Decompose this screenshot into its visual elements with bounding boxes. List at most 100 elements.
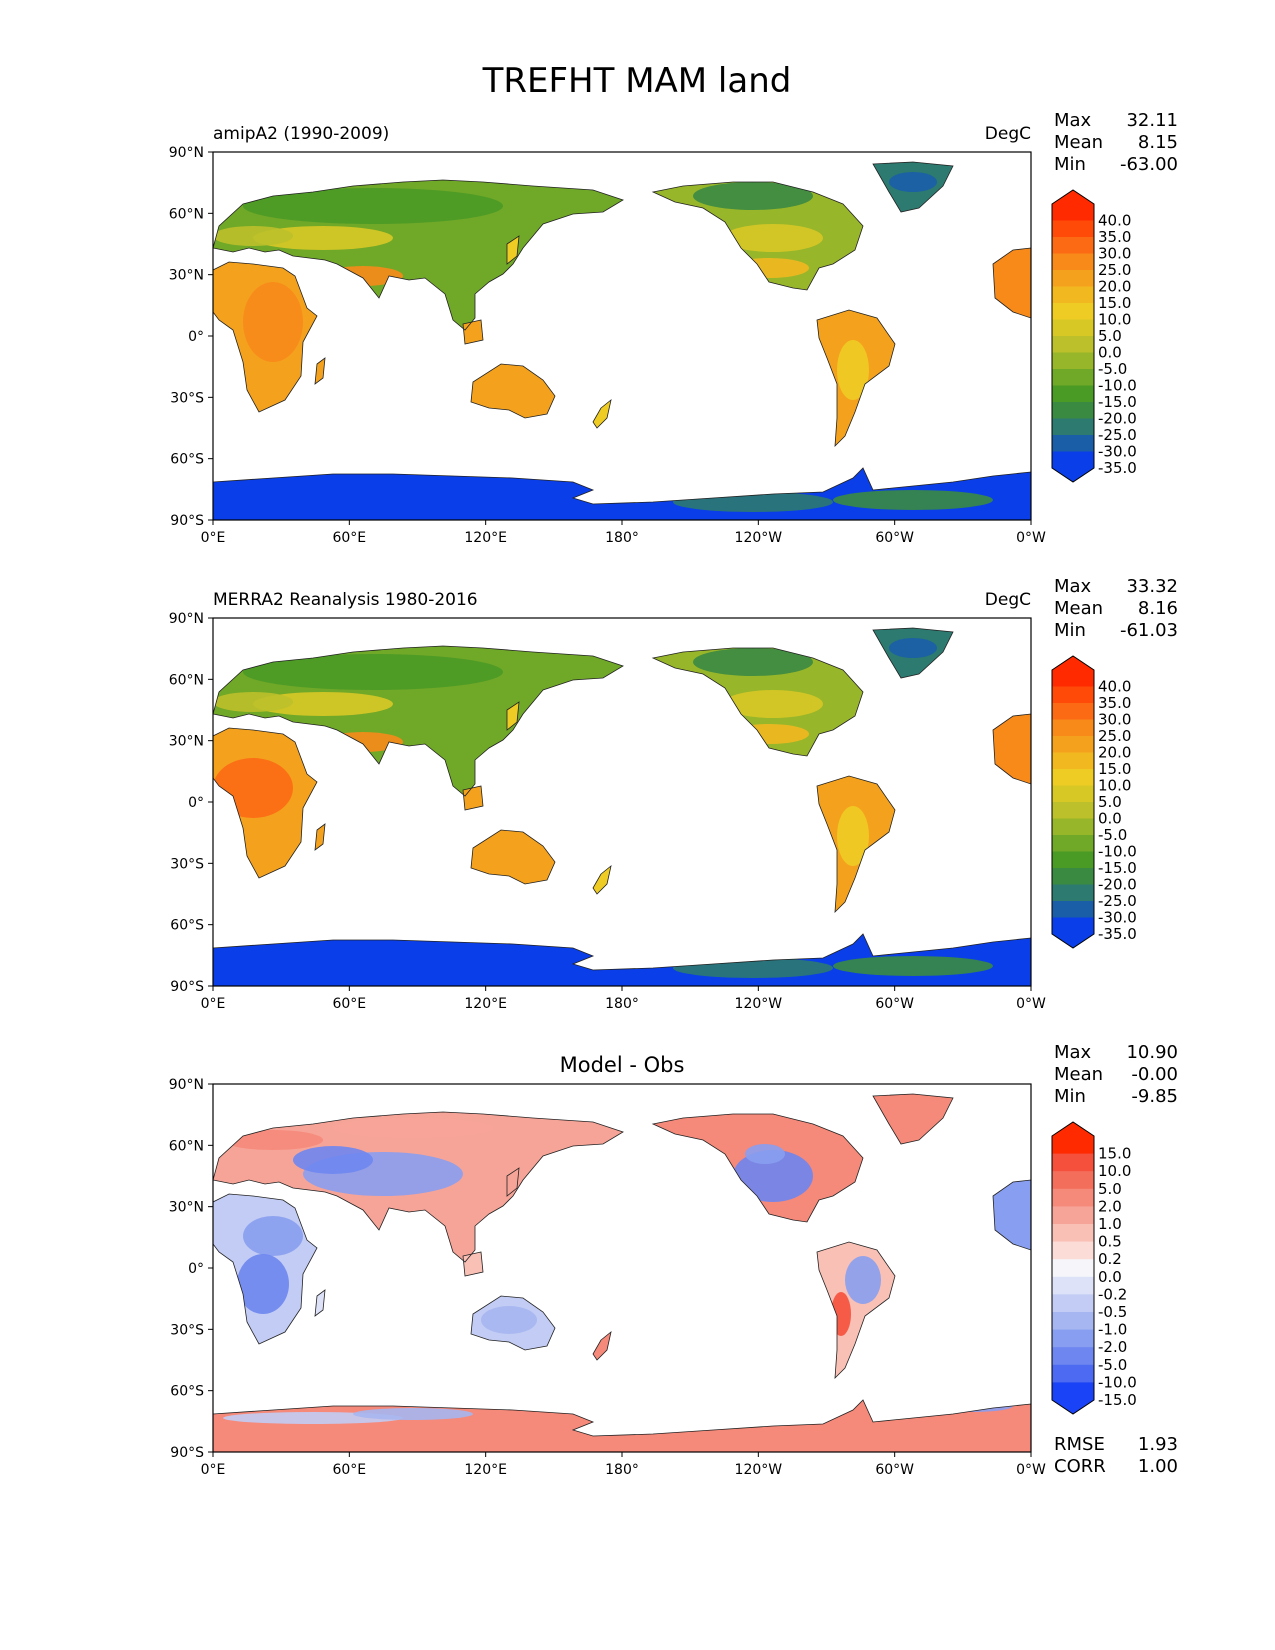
colorbar-segment <box>1052 868 1094 885</box>
colorbar-segment <box>1052 1171 1094 1190</box>
colorbar-segment <box>1052 752 1094 770</box>
stat-value-max: 32.11 <box>1126 110 1178 131</box>
coastline <box>506 235 520 265</box>
coastline <box>314 357 326 385</box>
land-westafrica_edge <box>993 714 1031 784</box>
land-australia <box>471 364 555 418</box>
colorbar-extend-bottom <box>1052 1400 1094 1414</box>
colorbar-segment <box>1052 719 1094 737</box>
panel-model: 90°N 60°N 30°N 0° 30°S 60°S 90°S0°E 60°E 120°E 18… <box>169 110 1178 546</box>
stat-value-max: 10.90 <box>1126 1042 1178 1063</box>
field-patch <box>693 182 813 210</box>
coastline <box>213 1399 1031 1452</box>
lon-tick-label: 60°W <box>875 530 914 546</box>
colorbar-label: -20.0 <box>1098 876 1137 894</box>
field-patch <box>243 654 503 690</box>
coastline <box>470 829 556 885</box>
lat-tick-label: 30°S <box>170 390 204 406</box>
colorbar-label: -5.0 <box>1098 1356 1127 1374</box>
coastline <box>213 179 624 331</box>
coastline <box>462 319 484 345</box>
colorbar-label: 15.0 <box>1098 294 1131 312</box>
stat-label-corr: CORR <box>1054 1456 1106 1477</box>
lon-tick-label: 60°W <box>875 996 914 1012</box>
units-label: DegC <box>985 590 1031 610</box>
field-patch <box>833 956 993 976</box>
coastline <box>213 261 318 413</box>
lat-tick-label: 0° <box>188 329 204 345</box>
colorbar-segment <box>1052 1364 1094 1383</box>
colorbar-segment <box>1052 1312 1094 1331</box>
land-japan <box>507 236 519 264</box>
lon-tick-label: 120°E <box>464 996 507 1012</box>
stat-label-max: Max <box>1054 110 1092 131</box>
colorbar-segment <box>1052 369 1094 386</box>
colorbar-segment <box>1052 1259 1094 1278</box>
land-antarctica <box>213 468 1031 520</box>
field-patch <box>237 1254 289 1314</box>
colorbar-extend-top <box>1052 1122 1094 1136</box>
coastline <box>816 309 896 448</box>
colorbar-label: -5.0 <box>1098 826 1127 844</box>
colorbar-extend-top <box>1052 656 1094 670</box>
colorbar-label: 5.0 <box>1098 1180 1122 1198</box>
lon-tick-label: 120°E <box>464 530 507 546</box>
lon-tick-label: 0°W <box>1016 1462 1046 1478</box>
land-madagascar <box>315 824 325 850</box>
colorbar-segment <box>1052 237 1094 254</box>
field-patch <box>833 490 993 510</box>
coastline <box>506 701 520 731</box>
colorbar-segment <box>1052 769 1094 786</box>
coastline <box>470 1295 556 1351</box>
colorbar-label: 30.0 <box>1098 245 1131 263</box>
panels: 90°N60°N30°N0°30°S60°S90°S0°E 60°E 120°E 18… <box>169 110 1178 1478</box>
colorbar-label: 5.0 <box>1098 793 1122 811</box>
colorbar-outline <box>1051 655 1095 949</box>
stat-label-rmse: RMSE <box>1054 1434 1105 1455</box>
coastline <box>651 181 864 291</box>
colorbar-label: -15.0 <box>1098 859 1137 877</box>
coastline <box>592 864 612 895</box>
lat-tick-label: 30°N <box>169 1200 204 1216</box>
stat-value-min: -9.85 <box>1131 1086 1178 1107</box>
lat-tick-label: 90°S <box>170 1445 204 1461</box>
colorbar-label: -30.0 <box>1098 443 1137 461</box>
land-australia <box>471 830 555 884</box>
colorbar-label: -25.0 <box>1098 426 1137 444</box>
land-japan <box>507 1168 519 1196</box>
colorbar-label: 10.0 <box>1098 777 1131 795</box>
field-patch <box>353 1408 473 1420</box>
stat-value-corr: 1.00 <box>1138 1456 1178 1477</box>
coastline <box>872 161 954 213</box>
colorbar-extend-top <box>1052 190 1094 204</box>
colorbar-label: 2.0 <box>1098 1197 1122 1215</box>
colorbar-label: -35.0 <box>1098 925 1137 943</box>
stat-label-mean: Mean <box>1054 598 1103 619</box>
colorbar-label: -25.0 <box>1098 892 1137 910</box>
land-newzealand <box>593 1332 611 1360</box>
panel-diff: 90°N 60°N 30°N 0° 30°S 60°S 90°S0°E 60°E 120°E 18… <box>169 1042 1178 1478</box>
field-patch <box>723 690 823 718</box>
colorbar-segment <box>1052 901 1094 918</box>
colorbar-label: -10.0 <box>1098 1373 1137 1391</box>
colorbar-label: -20.0 <box>1098 410 1137 428</box>
lon-tick-label: 60°E <box>332 1462 366 1478</box>
lon-tick-label: 60°E <box>332 530 366 546</box>
colorbar-label: 0.0 <box>1098 1268 1122 1286</box>
lon-tick-label: 60°E <box>332 996 366 1012</box>
colorbar: 40.035.030.025.020.015.010.05.00.0-5.0-1… <box>1051 655 1137 949</box>
field-patch <box>213 226 293 246</box>
lon-tick-label: 120°W <box>735 530 783 546</box>
colorbar-segment <box>1052 1241 1094 1260</box>
lat-tick-label: 0° <box>188 795 204 811</box>
land-greenland <box>873 1094 953 1144</box>
lon-tick-label: 180° <box>605 996 639 1012</box>
coastline <box>592 398 612 429</box>
lat-tick-label: 90°N <box>169 611 204 627</box>
colorbar-segment <box>1052 385 1094 403</box>
coastline <box>213 1193 318 1345</box>
coastline <box>992 713 1031 785</box>
stat-label-max: Max <box>1054 1042 1092 1063</box>
coastline <box>816 775 896 914</box>
colorbar-segment <box>1052 319 1094 337</box>
